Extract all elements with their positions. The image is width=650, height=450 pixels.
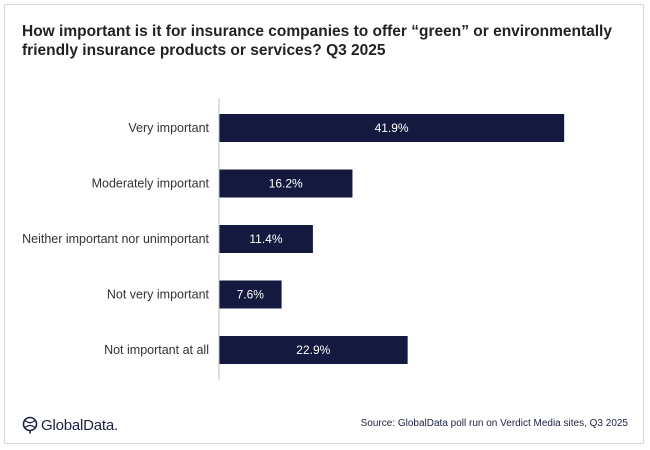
category-label-2: Moderately important [92,177,210,191]
value-label-4: 7.6% [237,288,265,302]
bar-1 [219,114,565,142]
bar-4 [219,280,282,309]
source-note: Source: GlobalData poll run on Verdict M… [360,418,628,429]
category-label-1: Very important [128,121,209,135]
value-label-5: 22.9% [296,343,330,357]
category-label-5: Not important at all [104,343,209,357]
globaldata-logo-icon [22,416,38,434]
value-label-1: 41.9% [375,121,409,135]
chart-title: How important is it for insurance compan… [22,23,612,59]
value-label-3: 11.4% [249,232,282,246]
logo-text: GlobalData. [41,416,119,434]
bar-3 [219,225,313,253]
category-label-4: Not very important [107,288,210,302]
bar-5 [219,336,408,364]
category-label-3: Neither important nor unimportant [22,232,209,246]
bar-2 [219,169,353,198]
chart-frame [4,4,644,444]
value-label-2: 16.2% [269,177,303,191]
bars-group: Very important 41.9% Moderately important 1… [22,114,565,364]
globaldata-logo: GlobalData. [22,414,118,436]
